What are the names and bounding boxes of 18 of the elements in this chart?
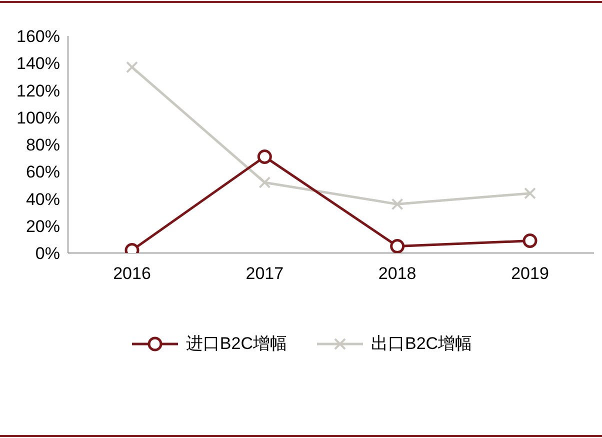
x-tick-label: 2019 [511,264,549,284]
y-tick-label: 0% [35,244,60,264]
x-tick-label: 2017 [246,264,284,284]
x-tick-label: 2018 [378,264,416,284]
x-tick-label: 2016 [113,264,151,284]
y-tick-label: 160% [16,27,60,46]
y-tick-label: 20% [26,216,60,236]
legend-label: 进口B2C增幅 [186,333,287,355]
point [522,234,538,248]
y-tick-label: 80% [26,136,60,155]
y-tick-label: 120% [16,81,60,100]
y-tick-label: 100% [16,108,60,128]
point [390,238,405,253]
y-tick-label: 40% [26,190,60,209]
legend-label: 出口B2C增幅 [371,333,472,355]
y-tick-label: 60% [26,162,60,182]
point [257,149,272,164]
y-tick-label: 140% [16,54,60,74]
